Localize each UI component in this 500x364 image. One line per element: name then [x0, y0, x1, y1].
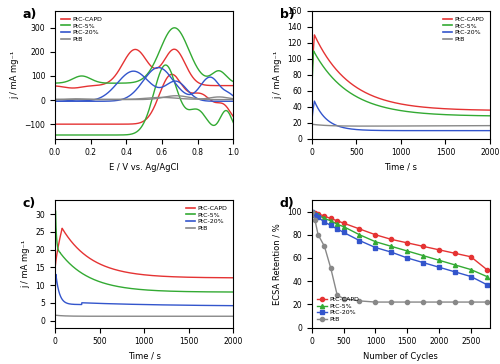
Y-axis label: j / mA mg⁻¹: j / mA mg⁻¹: [21, 240, 30, 288]
Text: d): d): [280, 197, 294, 210]
Text: b): b): [280, 8, 294, 21]
Legend: PtC-CAPD, PtC-5%, PtC-20%, PtB: PtC-CAPD, PtC-5%, PtC-20%, PtB: [440, 14, 487, 44]
Text: a): a): [23, 8, 38, 21]
X-axis label: Time / s: Time / s: [128, 352, 160, 361]
Y-axis label: ECSA Retention / %: ECSA Retention / %: [273, 223, 282, 305]
Legend: PtC-CAPD, PtC-5%, PtC-20%, PtB: PtC-CAPD, PtC-5%, PtC-20%, PtB: [58, 14, 105, 44]
X-axis label: Number of Cycles: Number of Cycles: [364, 352, 438, 361]
Y-axis label: j / mA mg⁻¹: j / mA mg⁻¹: [273, 51, 282, 99]
Legend: PtC-CAPD, PtC-5%, PtC-20%, PtB: PtC-CAPD, PtC-5%, PtC-20%, PtB: [315, 294, 362, 324]
Y-axis label: j / mA mg⁻¹: j / mA mg⁻¹: [10, 51, 19, 99]
X-axis label: Time / s: Time / s: [384, 163, 418, 172]
X-axis label: E / V vs. Ag/AgCl: E / V vs. Ag/AgCl: [110, 163, 179, 172]
Legend: PtC-CAPD, PtC-5%, PtC-20%, PtB: PtC-CAPD, PtC-5%, PtC-20%, PtB: [184, 203, 230, 233]
Text: c): c): [23, 197, 36, 210]
